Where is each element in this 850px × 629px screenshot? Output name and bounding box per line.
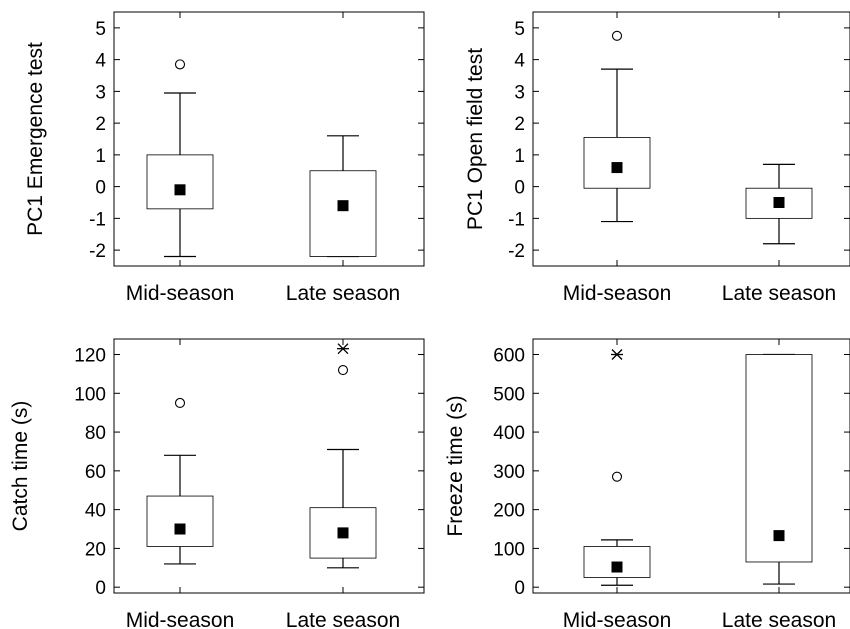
y-tick-label: 500 [493, 384, 525, 405]
box-2 [745, 163, 813, 245]
mean-marker [174, 523, 186, 535]
y-tick-label: -2 [89, 241, 106, 262]
x-category-label: Late season [722, 282, 836, 305]
extreme-point [611, 349, 623, 360]
outlier-point [611, 471, 623, 482]
y-tick-label: 600 [493, 346, 525, 367]
mean-marker [611, 561, 623, 573]
y-tick-label: 3 [95, 82, 106, 103]
iqr-box [146, 154, 214, 210]
box-1 [583, 349, 651, 586]
mean-marker [337, 200, 349, 212]
x-category-label: Late season [286, 282, 400, 305]
chart-panel-1: -2 -1 0 1 2 3 4 5 PC1 Emergence test Mid-season La… [24, 11, 425, 305]
mean-marker [611, 162, 623, 174]
x-category-label: Mid-season [563, 609, 672, 629]
y-tick-label: 100 [493, 539, 525, 560]
chart-panel-4: 0 100 200 300 400 500 600 Freeze time (s) Mid-se… [444, 338, 850, 629]
y-tick-label: 0 [95, 178, 106, 199]
x-category-label: Late season [286, 609, 400, 629]
box-2 [745, 353, 813, 585]
outlier-point [174, 59, 186, 70]
y-axis-label: PC1 Emergence test [24, 42, 47, 236]
plot-frame [532, 11, 850, 267]
y-tick-label: 40 [85, 501, 106, 522]
y-tick-label: 1 [514, 146, 525, 167]
y-tick-label: 120 [74, 346, 106, 367]
y-tick-label: 400 [493, 423, 525, 444]
y-tick-label: 4 [95, 51, 106, 72]
mean-marker [174, 184, 186, 196]
plot-frame [532, 338, 850, 594]
outlier-point [337, 364, 349, 376]
plot-frame [113, 11, 425, 267]
box-2 [309, 343, 377, 569]
y-tick-label: 200 [493, 501, 525, 522]
y-axis-label: Catch time (s) [9, 401, 32, 532]
y-tick-label: 1 [95, 146, 106, 167]
iqr-box [745, 354, 813, 563]
x-category-label: Mid-season [126, 282, 235, 305]
y-tick-label: 2 [95, 114, 106, 135]
y-tick-label: 3 [514, 82, 525, 103]
plot-frame [113, 338, 425, 594]
outlier-point [611, 30, 623, 41]
box-1 [146, 397, 214, 565]
x-category-label: Late season [722, 609, 836, 629]
x-category-label: Mid-season [126, 609, 235, 629]
y-tick-label: 0 [95, 578, 106, 599]
iqr-box [309, 170, 377, 257]
y-tick-label: -1 [508, 209, 525, 230]
y-tick-label: 60 [85, 462, 106, 483]
y-tick-label: 0 [514, 578, 525, 599]
chart-panel-3: 0 20 40 60 80 100 120 Catch time (s) Mid-season L… [9, 338, 425, 629]
y-tick-label: -2 [508, 241, 525, 262]
y-tick-label: 100 [74, 384, 106, 405]
y-tick-label: -1 [89, 209, 106, 230]
outlier-point [174, 397, 186, 409]
mean-marker [773, 197, 785, 208]
y-axis-label: PC1 Open field test [464, 48, 487, 230]
y-tick-label: 5 [95, 19, 106, 40]
y-tick-label: 80 [85, 423, 106, 444]
iqr-box [146, 495, 214, 547]
y-tick-label: 2 [514, 114, 525, 135]
x-category-label: Mid-season [563, 282, 672, 305]
y-tick-label: 0 [514, 178, 525, 199]
y-tick-label: 4 [514, 51, 525, 72]
y-tick-label: 300 [493, 462, 525, 483]
box-2 [309, 135, 377, 258]
box-1 [146, 59, 214, 258]
mean-marker [337, 527, 349, 539]
y-axis-label: Freeze time (s) [444, 395, 467, 536]
y-tick-label: 5 [514, 19, 525, 40]
y-tick-label: 20 [85, 539, 106, 560]
mean-marker [773, 530, 785, 542]
box-1 [583, 30, 651, 223]
extreme-point [337, 343, 349, 355]
chart-panel-2: -2 -1 0 1 2 3 4 5 PC1 Open field test Mid-season L… [464, 11, 850, 305]
